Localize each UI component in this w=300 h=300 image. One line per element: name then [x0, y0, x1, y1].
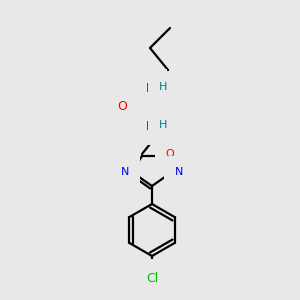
- Text: N: N: [121, 167, 129, 177]
- Text: H: H: [159, 120, 167, 130]
- Text: O: O: [117, 100, 127, 112]
- Text: N: N: [145, 82, 155, 94]
- Text: O: O: [166, 149, 174, 159]
- Text: N: N: [145, 119, 155, 133]
- Text: N: N: [175, 167, 183, 177]
- Text: Cl: Cl: [146, 272, 158, 284]
- Text: H: H: [159, 82, 167, 92]
